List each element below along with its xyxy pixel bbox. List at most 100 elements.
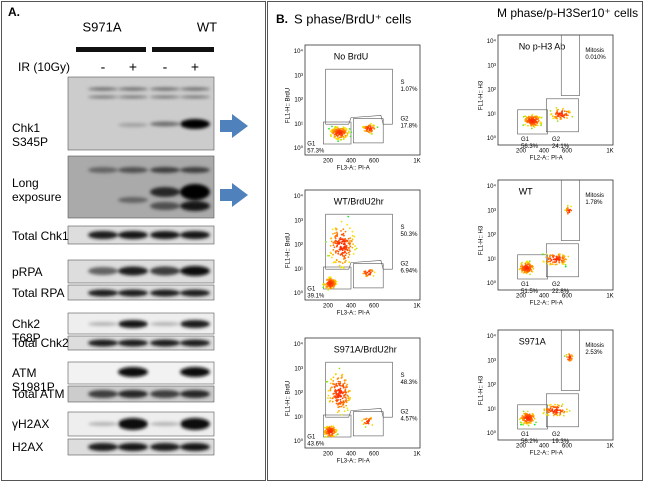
x-tick-label: 200 — [323, 159, 334, 165]
event-dot — [337, 140, 339, 143]
event-dot — [345, 385, 348, 388]
event-dot — [352, 252, 355, 255]
gate-name: G2 — [552, 282, 561, 288]
event-dot — [563, 256, 565, 259]
event-dot — [522, 416, 525, 418]
event-dot — [548, 404, 551, 407]
event-dot — [328, 127, 330, 130]
event-dot — [527, 424, 530, 427]
gate-value: 0.010% — [585, 55, 606, 61]
event-dot — [555, 116, 558, 119]
event-dot — [534, 123, 536, 126]
event-dot — [552, 117, 555, 120]
x-axis-title: FL3-A:: PI-A — [337, 311, 370, 317]
band — [88, 322, 118, 326]
event-dot — [333, 392, 336, 395]
event-dot — [331, 256, 333, 259]
event-dot — [332, 286, 335, 289]
y-tick-label: 10¹ — [487, 257, 496, 263]
event-dot — [346, 407, 349, 410]
event-dot — [364, 272, 367, 275]
event-dot — [352, 243, 354, 246]
band — [88, 390, 118, 398]
event-dot — [560, 259, 563, 262]
event-dot — [540, 121, 542, 124]
event-dot — [330, 279, 333, 282]
event-dot — [346, 409, 349, 412]
band — [118, 443, 148, 451]
event-dot — [342, 240, 345, 243]
lane-sign: + — [129, 59, 137, 75]
x-tick-label: 600 — [562, 149, 573, 155]
event-dot — [530, 422, 532, 425]
event-dot — [527, 416, 530, 419]
event-dot — [367, 127, 369, 130]
event-dot — [332, 130, 334, 132]
blot-bands — [88, 390, 210, 398]
event-dot — [348, 132, 350, 134]
event-dot — [547, 409, 549, 412]
event-dot — [522, 423, 525, 425]
event-dot — [362, 126, 365, 129]
gate-value: 39.1% — [307, 294, 325, 300]
band — [180, 119, 210, 129]
event-dot — [545, 253, 548, 256]
event-dot — [342, 247, 345, 250]
event-dot — [346, 383, 349, 386]
event-dot — [556, 411, 559, 414]
event-dot — [332, 280, 334, 283]
event-dot — [551, 405, 554, 408]
event-dot — [327, 430, 330, 432]
event-dot — [535, 121, 537, 124]
band — [88, 289, 118, 297]
blot-label: Chk2 T68P — [12, 317, 41, 345]
event-dot — [568, 356, 571, 359]
event-dot — [548, 260, 550, 263]
event-dot — [363, 418, 365, 421]
event-dot — [363, 421, 366, 424]
panel-b-border — [267, 1, 643, 481]
event-dot — [324, 431, 327, 434]
event-dot — [344, 391, 347, 393]
event-dot — [527, 262, 530, 264]
gate — [560, 34, 580, 96]
event-dot — [543, 408, 546, 410]
band — [150, 202, 180, 210]
event-dot — [349, 237, 352, 240]
event-dot — [570, 358, 573, 361]
y-axis-title: FL1-H:: H3 — [479, 375, 485, 405]
event-dot — [340, 248, 342, 251]
event-dot — [343, 258, 345, 260]
band — [180, 201, 210, 211]
event-dot — [365, 417, 368, 420]
event-dot — [338, 390, 341, 393]
event-dot — [337, 250, 340, 253]
event-dot — [332, 132, 335, 134]
band — [118, 87, 148, 91]
event-dot — [341, 134, 343, 136]
plot-frame — [497, 329, 614, 441]
event-dot — [519, 421, 522, 424]
event-dot — [338, 260, 340, 263]
event-dot — [532, 268, 535, 270]
event-dot — [349, 240, 351, 242]
event-dot — [339, 128, 342, 130]
event-dot — [336, 378, 339, 380]
event-dot — [340, 136, 343, 139]
blot-label: H2AX — [12, 440, 44, 454]
y-tick-label: 10¹ — [294, 415, 303, 421]
event-dot — [343, 234, 345, 237]
event-dot — [329, 399, 332, 402]
event-dot — [524, 123, 527, 126]
event-dot — [343, 410, 346, 413]
event-dot — [343, 396, 345, 398]
event-dot — [344, 238, 346, 240]
event-dot — [368, 273, 371, 275]
event-dot — [533, 417, 536, 420]
event-dot — [548, 257, 550, 259]
event-dot — [346, 249, 349, 252]
blot-bands — [88, 289, 210, 297]
event-dot — [347, 256, 350, 258]
event-dot — [366, 130, 368, 132]
